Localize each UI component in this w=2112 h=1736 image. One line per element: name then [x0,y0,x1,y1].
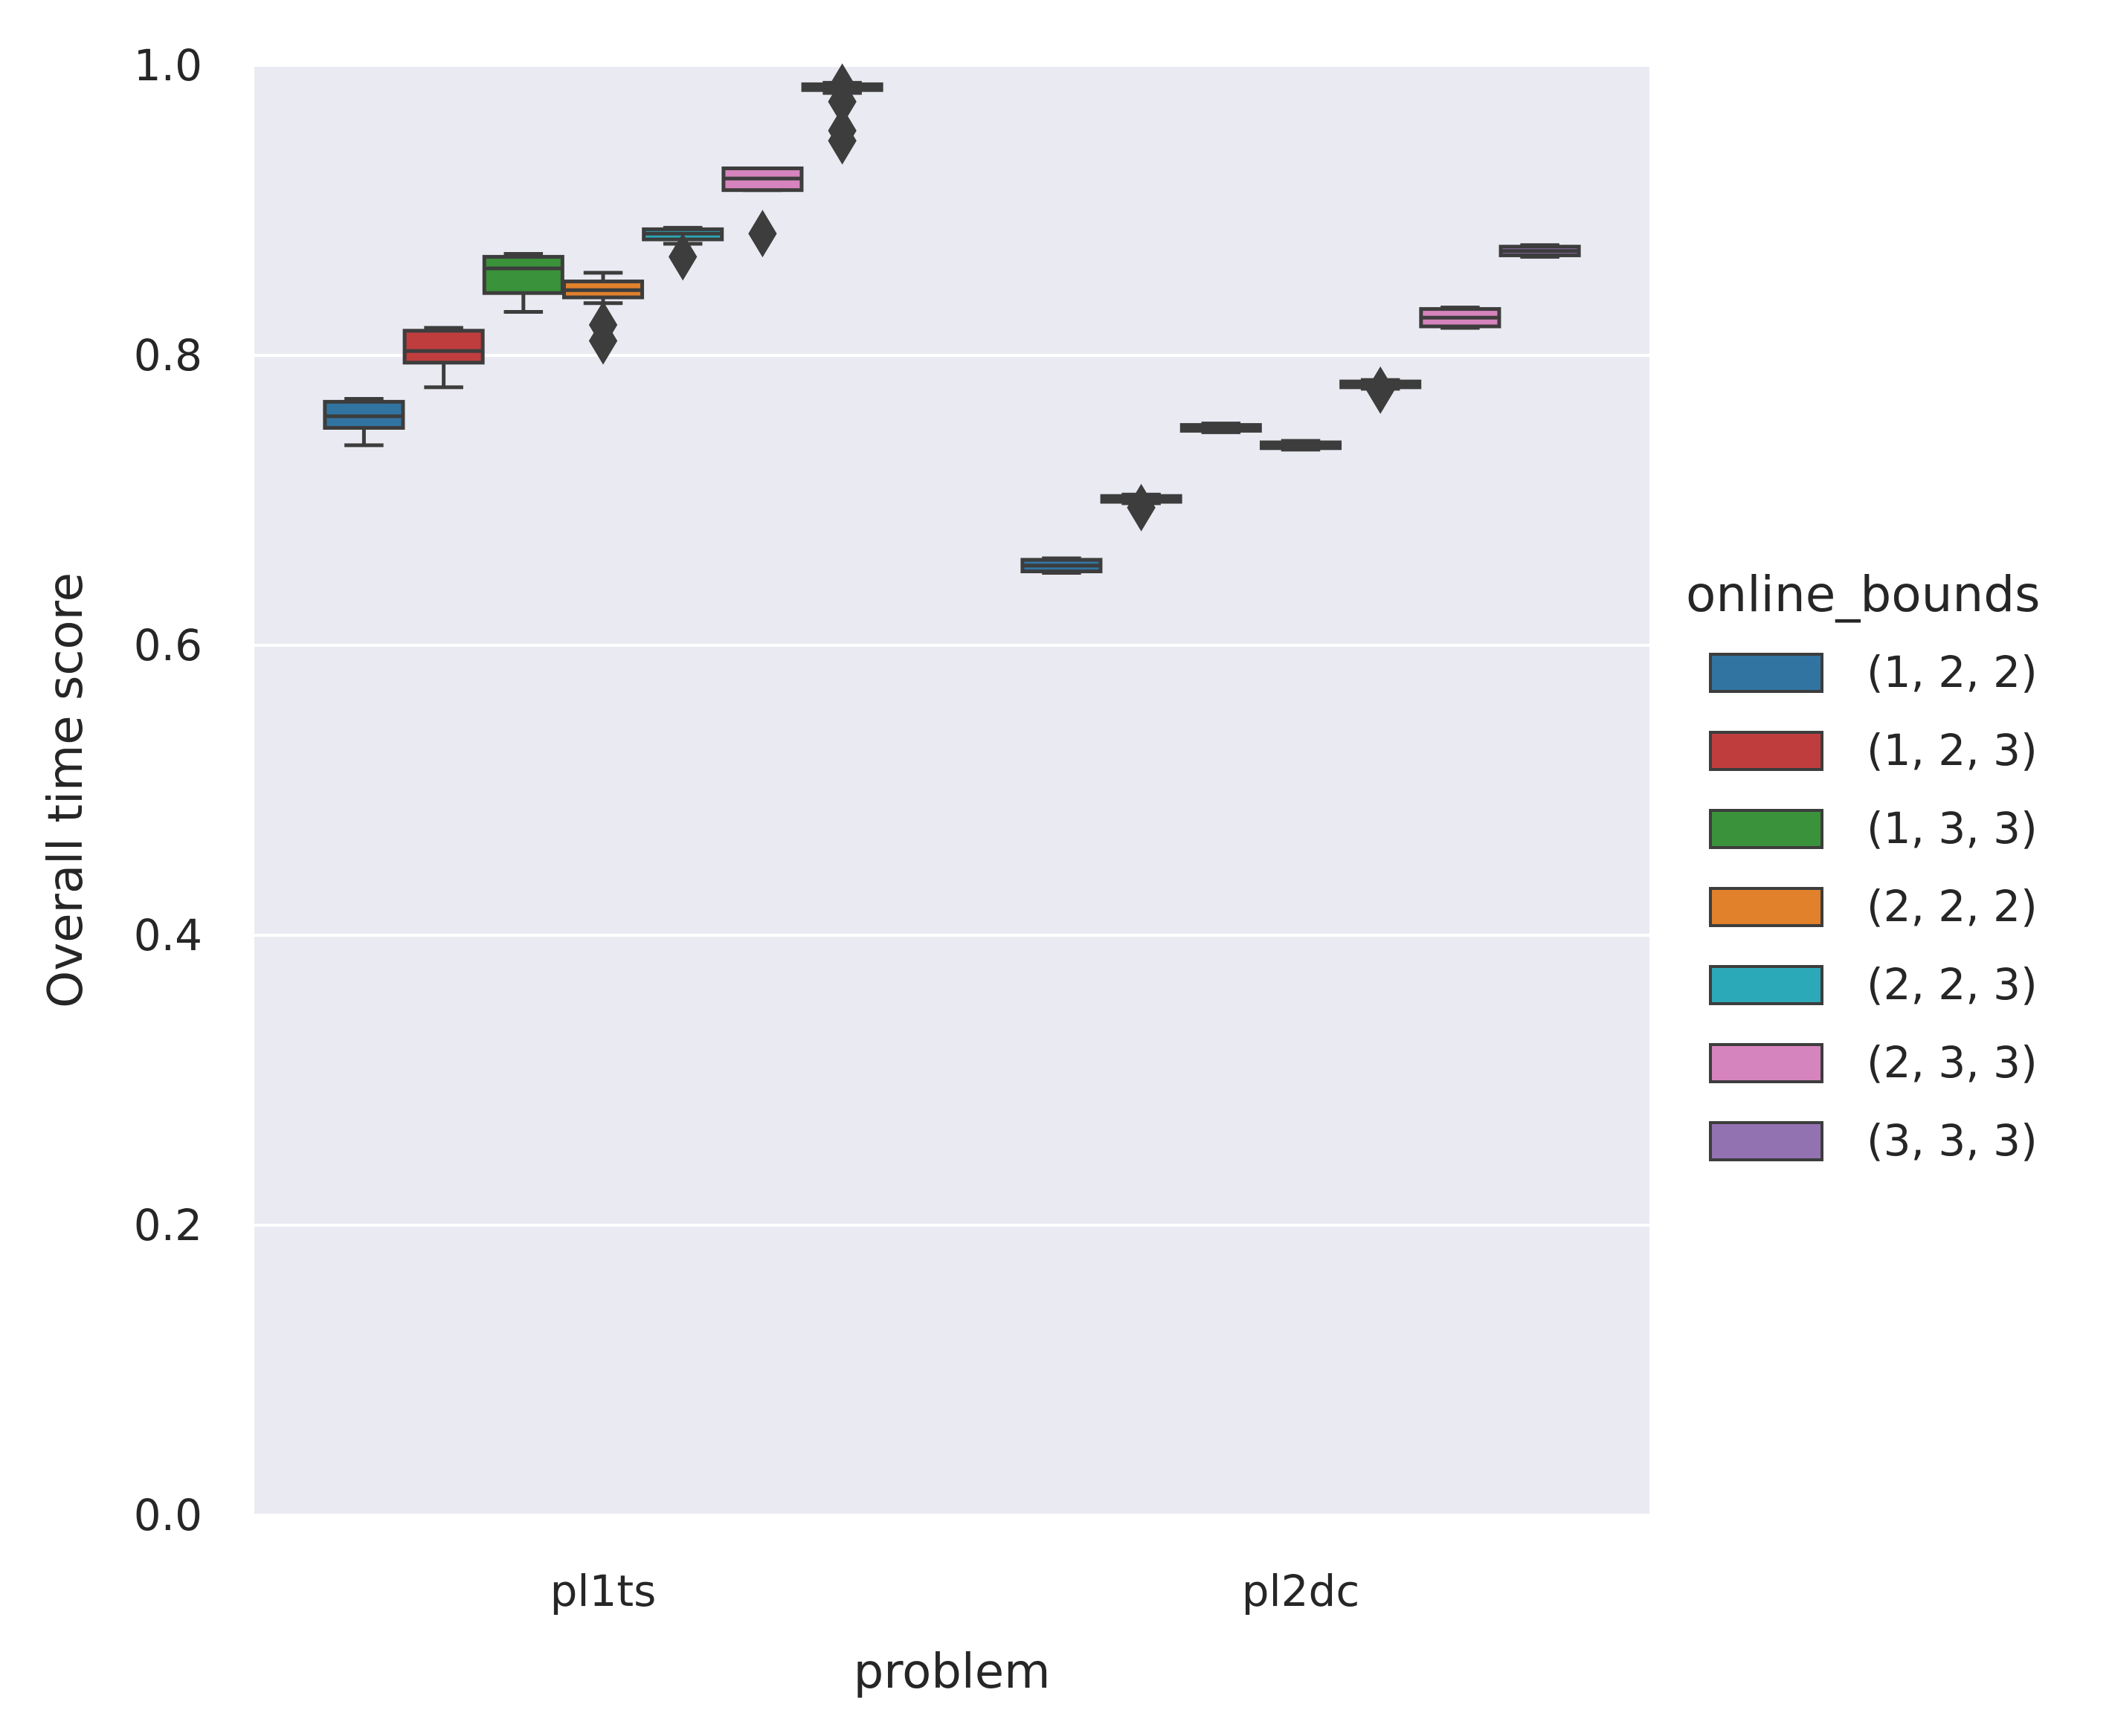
legend-label: (2, 2, 2) [1867,881,2038,932]
outlier-point [1127,483,1156,532]
legend-swatch [1709,731,1823,771]
y-tick-label: 0.8 [134,330,202,381]
outlier-point [588,317,618,365]
box-pl1ts-4 [642,225,724,281]
legend: online_bounds (1, 2, 2) (1, 2, 3) (1, 3, 3… [1686,566,2041,1166]
box-pl2dc-0 [1020,556,1103,575]
legend-entry: (1, 2, 2) [1709,647,2038,697]
outlier-point [828,117,857,165]
legend-entries: (1, 2, 2) (1, 2, 3) (1, 3, 3) (2, 2, 2) (2, … [1709,647,2038,1166]
legend-label: (2, 3, 3) [1867,1037,2038,1088]
legend-entry: (3, 3, 3) [1709,1115,2038,1166]
legend-entry: (2, 3, 3) [1709,1037,2038,1088]
legend-swatch [1709,653,1823,693]
legend-entry: (1, 3, 3) [1709,803,2038,854]
legend-swatch [1709,1043,1823,1083]
y-tick-label: 0.4 [134,910,202,961]
legend-swatch [1709,965,1823,1005]
legend-label: (3, 3, 3) [1867,1115,2038,1166]
box-iqr [482,254,564,295]
box-pl2dc-6 [1498,243,1581,259]
legend-swatch [1709,1121,1823,1161]
legend-label: (1, 2, 3) [1867,725,2038,775]
box-pl2dc-3 [1259,439,1342,452]
y-tick-label: 0.0 [134,1490,202,1540]
box-pl1ts-6 [801,63,883,165]
box-series [323,63,1581,575]
box-pl2dc-5 [1419,306,1501,330]
legend-swatch [1709,887,1823,927]
x-axis-label: problem [854,1645,1051,1700]
x-tick-label: pl2dc [1242,1566,1360,1616]
legend-title: online_bounds [1686,566,2041,623]
box-pl1ts-5 [721,166,804,258]
y-tick-label: 1.0 [134,40,202,91]
box-iqr [402,329,485,365]
box-pl1ts-0 [323,397,405,448]
y-axis-tick-labels: 0.0 0.2 0.4 0.6 0.8 1.0 [134,40,202,1540]
box-pl2dc-4 [1339,366,1422,414]
outlier-point [1366,366,1395,414]
y-tick-label: 0.6 [134,620,202,671]
plot-area [254,65,1649,1515]
box-pl2dc-2 [1179,422,1262,434]
legend-entry: (2, 2, 2) [1709,881,2038,932]
legend-entry: (1, 2, 3) [1709,725,2038,775]
outlier-point [669,233,698,281]
x-tick-label: pl1ts [550,1566,657,1616]
x-axis-tick-labels: pl1ts pl2dc [550,1566,1360,1616]
legend-label: (1, 2, 2) [1867,647,2038,697]
y-axis-label: Overall time score [39,572,94,1008]
box-pl2dc-1 [1100,483,1182,532]
grid-lines [254,64,1649,1517]
legend-entry: (2, 2, 3) [1709,959,2038,1010]
legend-label: (1, 3, 3) [1867,803,2038,854]
legend-label: (2, 2, 3) [1867,959,2038,1010]
legend-swatch [1709,809,1823,849]
outlier-point [748,210,777,258]
box-pl1ts-1 [402,326,485,390]
y-tick-label: 0.2 [134,1200,202,1251]
box-pl1ts-3 [561,271,645,365]
box-pl1ts-2 [482,252,564,314]
